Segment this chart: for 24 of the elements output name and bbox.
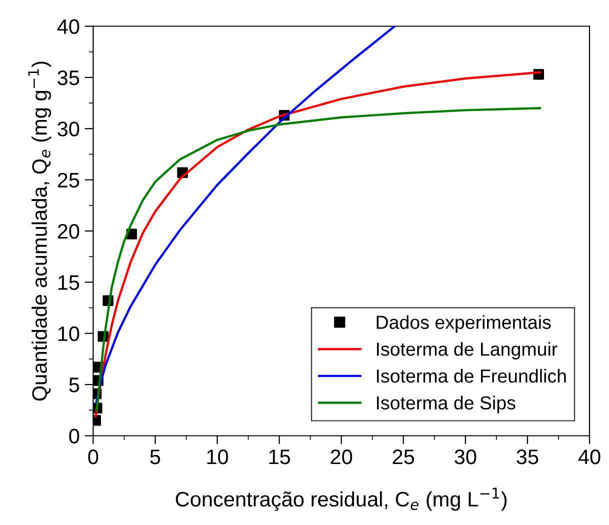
x-axis-title: Concentração residual, C$_{e}$ (mg L$^{−1}$)	[176, 488, 507, 511]
y-tick-label: 20	[58, 224, 80, 239]
legend-label: Isoterma de Sips	[377, 396, 516, 414]
x-tick-label: 5	[150, 450, 160, 464]
x-tick-label: 20	[330, 449, 352, 464]
y-tick-label: 30	[58, 122, 80, 136]
y-tick-label: 15	[58, 275, 80, 290]
x-tick-label: 10	[207, 449, 228, 464]
x-tick-label: 40	[578, 449, 600, 464]
y-tick-label: 35	[58, 70, 80, 86]
y-tick-label: 10	[58, 326, 80, 342]
x-tick-label: 0	[88, 449, 98, 464]
legend-label: Isoterma de Langmuir	[377, 342, 558, 360]
x-tick-label: 15	[269, 450, 290, 464]
y-tick-label: 40	[57, 19, 80, 34]
y-tick-label: 5	[69, 378, 80, 392]
x-tick-label: 30	[454, 449, 476, 464]
y-tick-label: 25	[58, 172, 80, 188]
y-axis-title: Quantidade acumulada, Q$_{e}$ (mg g$^{−1}$)	[28, 62, 52, 401]
legend-label: Dados experimentais	[376, 315, 551, 333]
legend-label: Isoterma de Freundlich	[377, 368, 566, 383]
x-tick-label: 25	[392, 449, 414, 464]
y-tick-label: 0	[69, 428, 80, 444]
x-tick-label: 35	[516, 449, 538, 464]
